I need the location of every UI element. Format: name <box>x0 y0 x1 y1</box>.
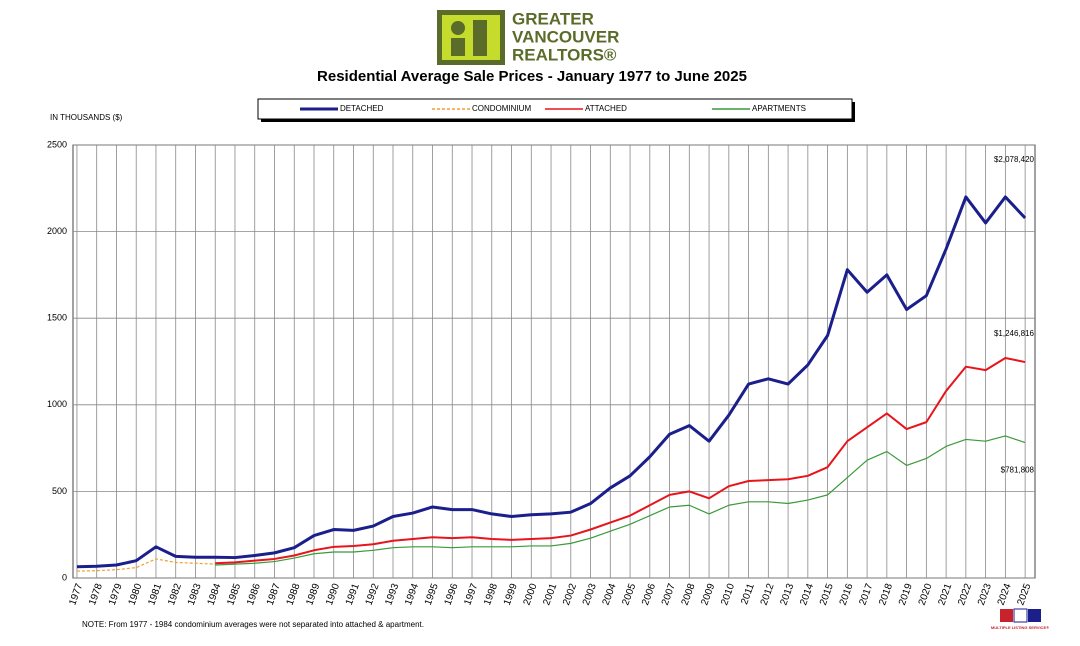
mls-text: MULTIPLE LISTING SERVICE® <box>991 625 1049 630</box>
mls-box <box>1013 608 1028 623</box>
x-tick-label: 1990 <box>324 582 342 607</box>
x-tick-label: 1983 <box>186 582 204 607</box>
x-tick-label: 1997 <box>462 582 480 607</box>
logo-inner <box>442 15 500 60</box>
x-tick-label: 2021 <box>936 582 954 607</box>
x-tick-label: 1986 <box>245 582 263 607</box>
chart-title: Residential Average Sale Prices - Januar… <box>317 68 747 85</box>
x-tick-label: 2002 <box>561 582 579 607</box>
x-tick-label: 1992 <box>364 582 382 607</box>
x-tick-label: 2019 <box>897 582 915 607</box>
y-tick-label: 1500 <box>47 313 67 323</box>
x-tick-label: 1981 <box>146 582 164 607</box>
series-line <box>76 195 1027 569</box>
x-tick-label: 2009 <box>699 582 717 607</box>
x-tick-label: 1988 <box>285 582 303 607</box>
x-tick-label: 2005 <box>620 582 638 607</box>
x-tick-label: 2004 <box>601 582 619 607</box>
x-tick-label: 1984 <box>206 582 224 607</box>
x-tick-label: 2003 <box>581 582 599 607</box>
y-tick-label: 1000 <box>47 399 67 409</box>
x-tick-label: 2025 <box>1015 582 1033 607</box>
x-tick-label: 1991 <box>344 582 362 607</box>
x-tick-label: 1998 <box>482 582 500 607</box>
logo-icon <box>451 21 465 35</box>
x-tick-label: 2015 <box>818 582 836 607</box>
x-tick-label: 2011 <box>739 582 757 606</box>
x-tick-label: 1987 <box>265 582 283 607</box>
legend-label: CONDOMINIUM <box>472 104 531 113</box>
x-tick-label: 2018 <box>877 582 895 607</box>
legend-label: ATTACHED <box>585 104 627 113</box>
plot-area <box>72 144 1036 579</box>
y-tick-label: 2500 <box>47 139 67 149</box>
y-axis-label: IN THOUSANDS ($) <box>50 113 123 122</box>
x-tick-label: 2013 <box>778 582 796 607</box>
legend-label: DETACHED <box>340 104 384 113</box>
x-tick-label: 1978 <box>87 582 105 607</box>
x-tick-label: 1982 <box>166 582 184 607</box>
x-tick-label: 2012 <box>759 582 777 607</box>
x-tick-label: 2000 <box>522 582 540 607</box>
x-tick-label: 2022 <box>956 582 974 607</box>
logo-icon <box>451 38 465 56</box>
x-tick-label: 2008 <box>680 582 698 607</box>
mls-logo: MULTIPLE LISTING SERVICE® <box>991 608 1049 630</box>
annotation: $2,078,420 <box>994 155 1035 164</box>
x-tick-label: 1979 <box>107 582 125 607</box>
legend-label: APARTMENTS <box>752 104 806 113</box>
y-tick-label: 500 <box>52 486 67 496</box>
x-tick-label: 1996 <box>443 582 461 607</box>
x-tick-label: 2023 <box>976 582 994 607</box>
logo-text: GREATER <box>512 9 594 28</box>
x-tick-label: 2006 <box>640 582 658 607</box>
y-tick-label: 2000 <box>47 226 67 236</box>
x-tick-label: 1995 <box>423 582 441 607</box>
mls-box <box>1000 609 1013 622</box>
x-tick-label: 1989 <box>304 582 322 607</box>
annotation: $781,808 <box>1001 466 1035 475</box>
x-tick-label: 2020 <box>917 582 935 607</box>
series-line <box>76 558 216 572</box>
logo-icon <box>473 20 487 56</box>
x-tick-label: 1993 <box>383 582 401 607</box>
annotation: $1,246,816 <box>994 329 1035 338</box>
series-line <box>215 357 1026 565</box>
x-tick-label: 1999 <box>502 582 520 607</box>
logo: GREATER VANCOUVER REALTORS® <box>437 9 619 65</box>
x-tick-label: 2007 <box>660 582 678 607</box>
x-tick-label: 1985 <box>225 582 243 607</box>
x-tick-label: 1994 <box>403 582 421 607</box>
x-tick-label: 2001 <box>541 582 559 607</box>
x-tick-label: 2016 <box>838 582 856 607</box>
logo-text: REALTORS® <box>512 45 617 64</box>
y-tick-label: 0 <box>62 572 67 582</box>
mls-box <box>1028 609 1041 622</box>
series-line <box>215 435 1026 566</box>
x-tick-label: 2014 <box>798 582 816 607</box>
x-tick-label: 2024 <box>996 582 1014 607</box>
note: NOTE: From 1977 - 1984 condominium avera… <box>82 620 424 629</box>
x-tick-label: 2010 <box>719 582 737 607</box>
logo-text: VANCOUVER <box>512 27 619 46</box>
x-tick-label: 2017 <box>857 582 875 607</box>
x-tick-label: 1980 <box>127 582 145 607</box>
x-tick-label: 1977 <box>67 582 85 607</box>
